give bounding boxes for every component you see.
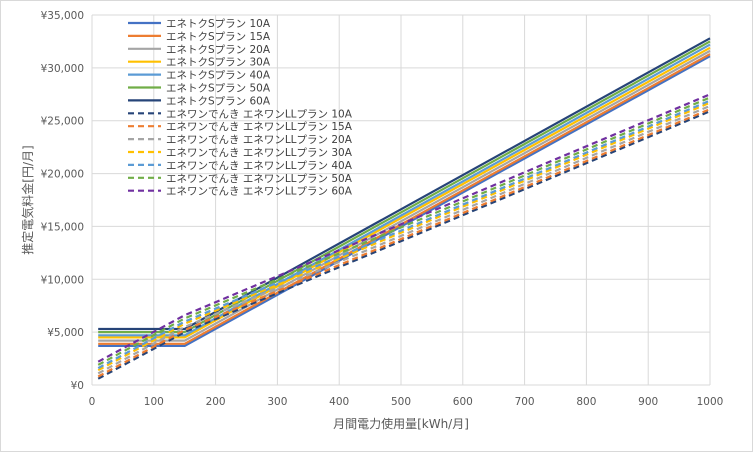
series-line-11	[97, 101, 711, 372]
x-tick-label: 800	[576, 396, 596, 408]
gridlines	[91, 14, 711, 386]
x-tick-labels: 0 100 200 300 400 500 600 700 800 900 1000	[89, 396, 724, 408]
x-tick-label: 200	[206, 396, 226, 408]
x-tick-label: 0	[89, 396, 96, 408]
legend-label: エネトクSプラン 30A	[166, 57, 271, 69]
series-line-9	[97, 108, 711, 378]
y-tick-label: ¥20,000	[41, 169, 84, 181]
series-line-7	[98, 37, 711, 331]
series-line-6	[98, 40, 711, 334]
y-tick-label: ¥35,000	[41, 10, 84, 22]
x-tick-label: 100	[144, 396, 164, 408]
series-line-12	[97, 99, 711, 370]
legend-label: エネトクSプラン 60A	[166, 95, 271, 107]
x-tick-label: 1000	[697, 396, 724, 408]
legend-label: エネワンでんき エネワンLLプラン 15A	[166, 121, 353, 133]
legend-label: エネトクSプラン 10A	[166, 18, 271, 30]
series-line-8	[97, 110, 711, 380]
x-tick-label: 400	[329, 396, 349, 408]
series-line-5	[98, 43, 711, 337]
x-axis-title: 月間電力使用量[kWh/月]	[333, 416, 469, 431]
y-tick-labels: ¥0 ¥5,000 ¥10,000 ¥15,000 ¥20,000 ¥25,000 ¥30,…	[41, 10, 84, 392]
legend-label: エネワンでんき エネワンLLプラン 20A	[166, 134, 353, 146]
legend-label: エネワンでんき エネワンLLプラン 60A	[166, 186, 353, 198]
legend-label: エネワンでんき エネワンLLプラン 30A	[166, 147, 353, 159]
legend-label: エネトクSプラン 50A	[166, 83, 271, 95]
y-axis-title: 推定電気料金[円/月]	[20, 145, 35, 254]
x-tick-label: 600	[453, 396, 473, 408]
y-tick-label: ¥15,000	[41, 221, 84, 233]
legend-label: エネトクSプラン 40A	[166, 70, 271, 82]
y-tick-label: ¥5,000	[47, 327, 84, 339]
x-tick-label: 500	[391, 396, 411, 408]
y-tick-label: ¥25,000	[41, 116, 84, 128]
series-line-2	[98, 53, 711, 345]
series-line-4	[98, 46, 711, 339]
legend-label: エネワンでんき エネワンLLプラン 50A	[166, 173, 353, 185]
legend-label: エネトクSプラン 15A	[166, 31, 271, 43]
series-lines	[97, 37, 711, 380]
legend-label: エネワンでんき エネワンLLプラン 10A	[166, 108, 353, 120]
x-tick-label: 300	[267, 396, 287, 408]
y-tick-label: ¥10,000	[41, 274, 84, 286]
legend-label: エネトクSプラン 20A	[166, 44, 271, 56]
x-tick-label: 700	[515, 396, 535, 408]
series-line-13	[97, 96, 711, 366]
series-line-3	[98, 49, 711, 342]
x-tick-label: 900	[638, 396, 658, 408]
series-line-14	[97, 93, 711, 363]
legend-label: エネワンでんき エネワンLLプラン 40A	[166, 160, 353, 172]
y-tick-label: ¥30,000	[41, 63, 84, 75]
series-line-10	[97, 104, 711, 375]
y-tick-label: ¥0	[71, 380, 84, 392]
